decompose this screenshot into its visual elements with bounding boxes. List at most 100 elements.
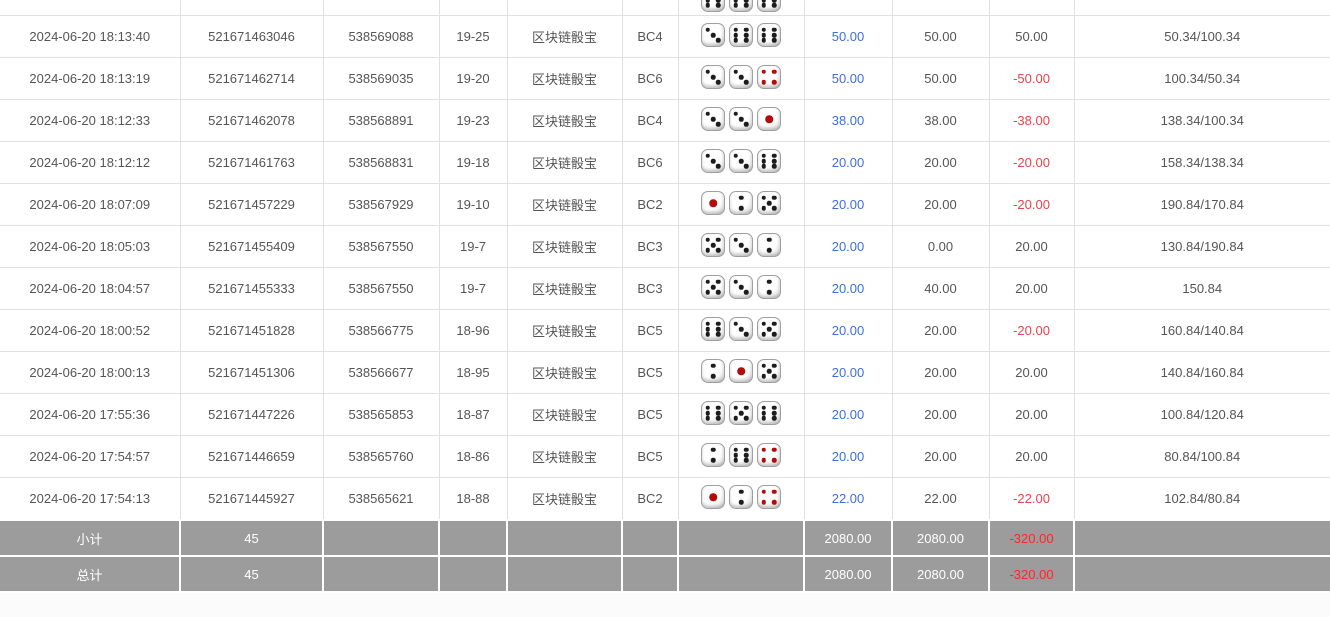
valid-amount-cell-text: 20.00 [924,449,957,464]
order-id-cell-text: 521671447226 [208,407,295,422]
win-loss-cell-text: -38.00 [1013,113,1050,128]
game-name-cell: 区块链骰宝 [506,225,623,268]
win-loss-total-cell: -320.00 [988,519,1075,557]
order-id-cell: 521671451306 [179,351,324,394]
valid-amount-cell: 50.00 [891,15,990,58]
dice-result [701,149,781,173]
order-id-cell: 521671457229 [179,183,324,226]
order-id-cell-text: 521671462078 [208,113,295,128]
bet-type-cell-text: BC3 [637,239,663,254]
bet-time-cell: 2024-06-20 18:12:12 [0,141,181,184]
partial-top-row [0,0,1330,16]
bet-amount-link[interactable]: 20.00 [831,197,865,212]
round-number-cell [438,0,508,16]
win-loss-cell: 20.00 [988,225,1075,268]
order-id-cell: 521671463046 [179,15,324,58]
bet-amount-link[interactable]: 50.00 [831,29,865,44]
order-id-cell-text: 521671457229 [208,197,295,212]
bet-amount-link[interactable]: 20.00 [831,155,865,170]
game-name-cell-text: 区块链骰宝 [531,240,597,255]
round-number-cell: 19-23 [438,99,508,142]
die-4-icon [757,65,781,89]
bet-amount-link[interactable]: 20.00 [831,365,865,380]
dice-result [701,485,781,509]
bet-time-cell: 2024-06-20 18:00:13 [0,351,181,394]
total-label-cell: 小计 [0,519,181,557]
balance-cell: 130.84/190.84 [1073,225,1330,268]
bet-time-cell: 2024-06-20 17:55:36 [0,393,181,436]
order-id-cell-text: 521671462714 [208,71,295,86]
round-number-cell-text: 19-23 [456,113,490,128]
die-6-icon [729,443,753,467]
bet-amount-cell: 22.00 [803,477,893,521]
win-loss-cell: -20.00 [988,309,1075,352]
valid-amount-cell: 20.00 [891,393,990,436]
die-5-icon [757,317,781,341]
round-number-cell: 19-7 [438,225,508,268]
bet-type-cell: BC2 [621,183,679,226]
draw-number-cell-text: 538566775 [348,323,414,338]
win-loss-cell-text: -50.00 [1013,71,1050,86]
bet-time-cell-text: 2024-06-20 18:13:19 [29,71,151,86]
bet-type-cell: BC3 [621,267,679,310]
bet-type-cell-text: BC3 [637,281,663,296]
win-loss-cell-text: -20.00 [1013,323,1050,338]
bet-amount-link[interactable]: 50.00 [831,71,865,86]
bet-amount-link[interactable]: 20.00 [831,407,865,422]
round-number-cell: 19-25 [438,15,508,58]
bet-type-cell: BC3 [621,225,679,268]
bet-type-cell [621,0,679,16]
bet-time-cell-text: 2024-06-20 18:00:52 [29,323,151,338]
game-name-cell: 区块链骰宝 [506,141,623,184]
order-id-cell-text: 521671451306 [208,365,295,380]
total-label-cell: 总计 [0,555,181,593]
round-number-cell-text: 19-18 [456,155,490,170]
dice-result-cell [677,15,805,58]
bet-amount-link[interactable]: 20.00 [831,323,865,338]
bet-amount-cell: 50.00 [803,15,893,58]
empty-cell [1073,519,1330,557]
order-id-cell-text: 521671461763 [208,155,295,170]
order-id-cell-text: 521671463046 [208,29,295,44]
round-number-cell: 19-7 [438,267,508,310]
valid-amount-cell: 20.00 [891,351,990,394]
valid-amount-cell [891,0,990,16]
game-name-cell: 区块链骰宝 [506,351,623,394]
bet-amount-link[interactable]: 38.00 [831,113,865,128]
dice-result-cell [677,351,805,394]
draw-number-cell: 538569035 [322,57,440,100]
die-3-icon [729,149,753,173]
draw-number-cell-text: 538565760 [348,449,414,464]
win-loss-cell: 20.00 [988,393,1075,436]
valid-amount-cell: 0.00 [891,225,990,268]
round-number-cell-text: 18-88 [456,491,490,506]
valid-amount-cell: 40.00 [891,267,990,310]
bet-type-cell: BC2 [621,477,679,521]
bet-time-cell-text: 2024-06-20 18:04:57 [29,281,151,296]
dice-result [701,443,781,467]
empty-cell [506,519,623,557]
draw-number-cell: 538565621 [322,477,440,521]
round-number-cell-text: 18-87 [456,407,490,422]
empty-cell [621,519,679,557]
round-number-cell: 19-18 [438,141,508,184]
balance-cell [1073,0,1330,16]
game-name-cell-text: 区块链骰宝 [531,30,597,45]
valid-amount-cell-text: 20.00 [924,197,957,212]
bet-amount-link[interactable]: 20.00 [831,281,865,296]
round-number-cell: 19-10 [438,183,508,226]
balance-cell-text: 138.34/100.34 [1160,113,1244,128]
dice-result [701,107,781,131]
bet-time-cell-text: 2024-06-20 18:00:13 [29,365,151,380]
table-row: 2024-06-20 18:00:52 521671451828 538566775… [0,309,1330,352]
bet-time-cell-text: 2024-06-20 18:05:03 [29,239,151,254]
die-3-icon [729,107,753,131]
bet-amount-link[interactable]: 22.00 [831,491,865,506]
bet-amount-link[interactable]: 20.00 [831,449,865,464]
total-count-cell: 45 [179,519,324,557]
empty-cell [1073,555,1330,593]
bet-type-cell-text: BC5 [637,407,663,422]
dice-result-cell [677,0,805,16]
bet-amount-link[interactable]: 20.00 [831,239,865,254]
table-row: 2024-06-20 17:55:36 521671447226 538565853… [0,393,1330,436]
